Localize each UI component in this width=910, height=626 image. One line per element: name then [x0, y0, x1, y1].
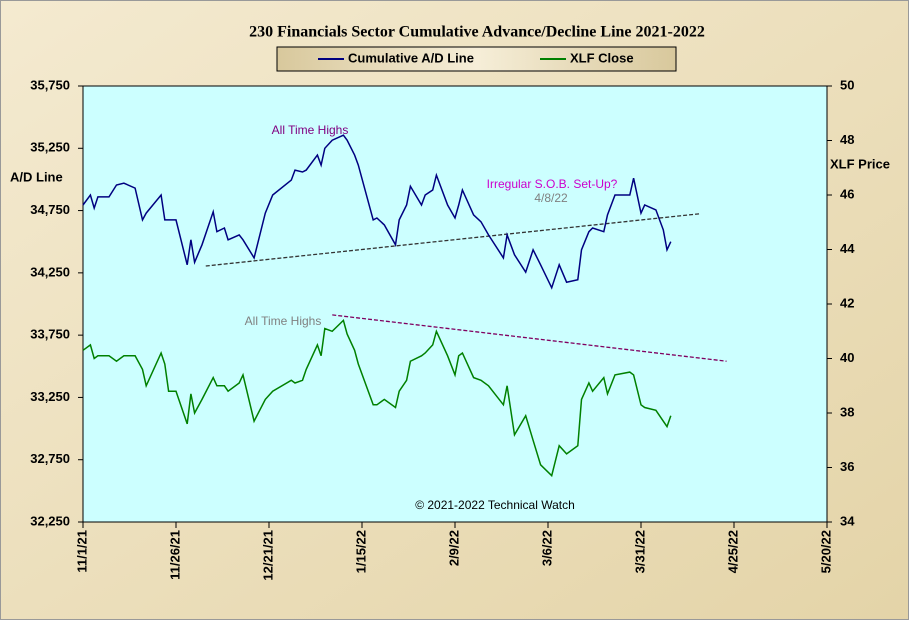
y-tick-label: 33,750 [30, 327, 70, 342]
y-tick-label: 35,750 [30, 77, 70, 92]
annotation: Irregular S.O.B. Set-Up? [487, 177, 618, 191]
y-tick-label: 34,250 [30, 264, 70, 279]
trend-line [205, 213, 701, 267]
y-tick-label: 33,250 [30, 389, 70, 404]
x-tick-label: 11/1/21 [74, 530, 89, 573]
x-tick-label: 3/6/22 [539, 530, 554, 566]
y2-tick-label: 40 [840, 350, 854, 365]
y2-tick-label: 44 [840, 241, 855, 256]
annotation: All Time Highs [272, 123, 349, 137]
y2-tick-label: 46 [840, 186, 854, 201]
x-tick-label: 1/15/22 [353, 530, 368, 573]
x-tick-label: 11/26/21 [167, 530, 182, 580]
x-tick-label: 5/20/22 [818, 530, 833, 573]
y2-tick-label: 48 [840, 132, 854, 147]
x-tick-label: 2/9/22 [446, 530, 461, 566]
y-tick-label: 32,750 [30, 451, 70, 466]
y-tick-label: 34,750 [30, 202, 70, 217]
y2-tick-label: 36 [840, 459, 854, 474]
plot-area [82, 85, 828, 523]
annotation: 4/8/22 [534, 191, 568, 205]
legend-label: Cumulative A/D Line [348, 50, 474, 65]
series-line [82, 318, 672, 478]
y2-axis-label: XLF Price [830, 156, 890, 171]
x-tick-label: 3/31/22 [632, 530, 647, 573]
legend-label: XLF Close [570, 50, 634, 65]
y-tick-label: 35,250 [30, 140, 70, 155]
annotation: All Time Highs [245, 314, 322, 328]
x-tick-label: 12/21/21 [260, 530, 275, 581]
y2-tick-label: 38 [840, 404, 854, 419]
y2-tick-label: 34 [840, 513, 855, 528]
y-tick-label: 32,250 [30, 513, 70, 528]
series-line [82, 134, 672, 290]
copyright: © 2021-2022 Technical Watch [415, 498, 575, 512]
x-tick-label: 4/25/22 [725, 530, 740, 573]
y2-tick-label: 42 [840, 295, 854, 310]
y-axis-label: A/D Line [10, 169, 63, 184]
chart-title: 230 Financials Sector Cumulative Advance… [249, 24, 705, 41]
trend-line [332, 314, 727, 362]
y2-tick-label: 50 [840, 77, 854, 92]
